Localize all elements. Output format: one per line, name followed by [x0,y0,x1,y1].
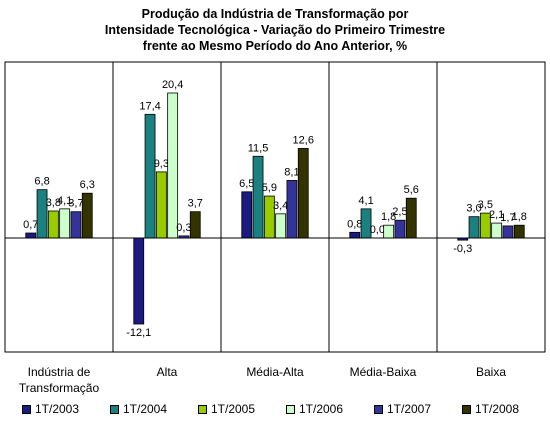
chart-title: Produção da Indústria de Transformação p… [0,6,550,54]
data-label: 3,7 [188,198,203,210]
legend-label: 1T/2006 [299,402,344,416]
data-label: 1,8 [512,211,527,223]
bar-1t-2003-cat-3 [349,231,361,239]
bar-1t-2004-cat-2 [252,155,264,239]
category-label-line: Transformação [18,381,100,395]
bar-1t-2007-cat-3 [394,219,406,239]
data-label: 17,4 [139,100,160,112]
category-label: Média-Baixa [328,364,438,380]
bar-1t-2008-cat-0 [81,192,93,239]
data-label: 2,1 [489,209,504,221]
chart-title-line-3: frente ao Mesmo Período do Ano Anterior,… [142,39,408,53]
bar-1t-2006-cat-2 [275,213,287,239]
legend-item: 1T/2008 [462,402,519,416]
bar-1t-2008-cat-3 [405,197,417,239]
bar-1t-2006-cat-4 [491,222,503,239]
data-label: 12,6 [293,134,314,146]
legend-item: 1T/2004 [110,402,167,416]
bar-1t-2005-cat-0 [47,210,59,239]
legend-swatch [286,404,295,414]
category-label-line: Alta [156,365,178,379]
bar-1t-2005-cat-1 [155,171,167,239]
data-label: 3,7 [68,198,83,210]
data-label: 6,8 [34,176,49,188]
legend: 1T/2003 1T/2004 1T/2005 1T/2006 1T/2007 1T/20… [0,402,550,420]
category-label: Indústria de Transformação [4,364,114,396]
bar-1t-2008-cat-1 [189,211,201,239]
bar-1t-2008-cat-2 [297,148,309,239]
data-label: 5,6 [404,184,419,196]
category-label-line: Média-Alta [246,365,304,379]
category-label-line: Baixa [475,365,507,379]
legend-label: 1T/2008 [475,402,520,416]
data-label: 1,8 [381,211,396,223]
data-label: -12,1 [126,327,151,339]
legend-swatch [198,404,207,414]
bar-1t-2006-cat-1 [167,92,179,239]
legend-swatch [110,404,119,414]
bar-1t-2003-cat-1 [133,237,145,325]
legend-swatch [462,404,471,414]
legend-swatch [374,404,383,414]
legend-label: 1T/2005 [211,402,256,416]
data-label: 6,3 [80,179,95,191]
data-label: 3,0 [466,203,481,215]
data-label: 0,7 [23,219,38,231]
bar-1t-2003-cat-0 [25,232,37,239]
legend-item: 1T/2006 [286,402,343,416]
data-label: 8,1 [284,166,299,178]
data-label: 6,5 [239,178,254,190]
bar-1t-2003-cat-2 [241,191,253,239]
data-label: 0,3 [176,222,191,234]
bar-1t-2004-cat-4 [468,216,480,239]
legend-label: 1T/2007 [387,402,432,416]
category-label-line: Média-Baixa [349,365,417,379]
legend-item: 1T/2005 [198,402,255,416]
data-label: 20,4 [162,79,183,91]
data-label: 3,5 [478,199,493,211]
data-label: 11,5 [248,142,269,154]
legend-item: 1T/2007 [374,402,431,416]
data-label: 3,8 [46,197,61,209]
legend-swatch [22,404,31,414]
bar-1t-2007-cat-2 [286,180,298,239]
chart-title-line-1: Produção da Indústria de Transformação p… [141,7,409,21]
legend-label: 1T/2003 [35,402,80,416]
bar-1t-2004-cat-1 [144,113,156,239]
bar-1t-2006-cat-3 [383,224,395,239]
data-label: 1,7 [500,212,515,224]
bar-1t-2008-cat-4 [513,224,525,239]
legend-item: 1T/2003 [22,402,79,416]
category-label: Alta [112,364,222,380]
data-label: 9,3 [154,158,169,170]
data-label: 4,1 [57,195,72,207]
chart-title-line-2: Intensidade Tecnológica - Variação do Pr… [104,23,446,37]
bar-1t-2007-cat-4 [502,225,514,239]
category-label-line: Indústria de [27,365,91,379]
bar-1t-2006-cat-0 [59,208,71,239]
data-label: 3,4 [273,200,288,212]
data-label: 5,9 [262,182,277,194]
category-label: Baixa [436,364,546,380]
category-label: Média-Alta [220,364,330,380]
data-label: -0,3 [453,243,472,255]
data-label: 2,5 [392,206,407,218]
plot-frame [4,61,546,353]
bar-1t-2007-cat-0 [70,211,82,239]
data-label: 0,0 [370,224,385,236]
legend-label: 1T/2004 [123,402,168,416]
data-label: 0,8 [347,218,362,230]
data-label: 4,1 [358,195,373,207]
